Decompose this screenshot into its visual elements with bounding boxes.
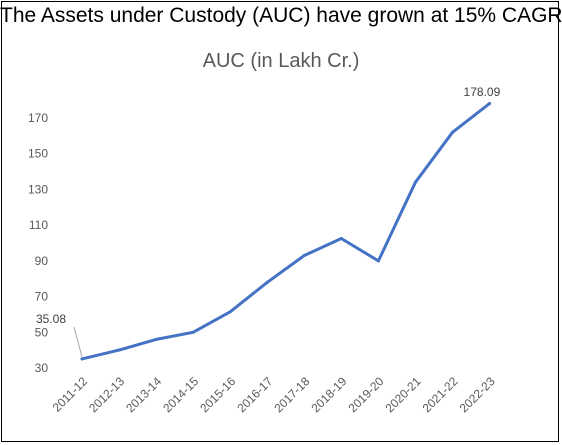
data-point (228, 310, 232, 314)
chart-title: AUC (in Lakh Cr.) (202, 50, 360, 72)
x-tick-label: 2020-21 (383, 374, 424, 415)
data-point (339, 237, 343, 241)
data-label: 178.09 (464, 85, 501, 99)
y-tick-label: 90 (35, 254, 49, 268)
data-point (80, 357, 84, 361)
data-label-leader (73, 326, 83, 358)
y-tick-label: 110 (29, 218, 48, 232)
y-tick-label: 130 (28, 182, 48, 196)
data-point (117, 348, 121, 352)
x-tick-label: 2016-17 (234, 374, 275, 415)
x-tick-label: 2011-12 (50, 374, 91, 415)
data-point (191, 330, 195, 334)
x-tick-label: 2021-22 (420, 374, 461, 415)
slide-heading: The Assets under Custody (AUC) have grow… (0, 4, 562, 27)
x-tick-label: 2019-20 (345, 374, 386, 415)
y-tick-label: 50 (35, 325, 49, 339)
data-point (154, 337, 158, 341)
series-line (80, 102, 491, 361)
y-tick-label: 70 (35, 290, 49, 304)
data-point (302, 254, 306, 257)
y-tick-label: 150 (28, 147, 48, 161)
x-tick-label: 2012-13 (86, 374, 127, 415)
y-tick-label: 30 (35, 361, 49, 375)
data-point (265, 280, 269, 284)
data-point (488, 102, 492, 106)
x-tick-label: 2013-14 (123, 374, 164, 415)
x-tick-label: 2022-23 (457, 374, 498, 415)
x-tick-label: 2017-18 (271, 374, 312, 415)
x-tick-label: 2015-16 (197, 374, 238, 415)
data-point (413, 180, 417, 184)
x-tick-label: 2018-19 (308, 374, 349, 415)
data-label: 35.08 (36, 312, 66, 326)
data-point (376, 259, 380, 263)
x-tick-label: 2014-15 (160, 374, 201, 415)
data-point (451, 130, 454, 134)
y-tick-label: 170 (28, 111, 48, 125)
